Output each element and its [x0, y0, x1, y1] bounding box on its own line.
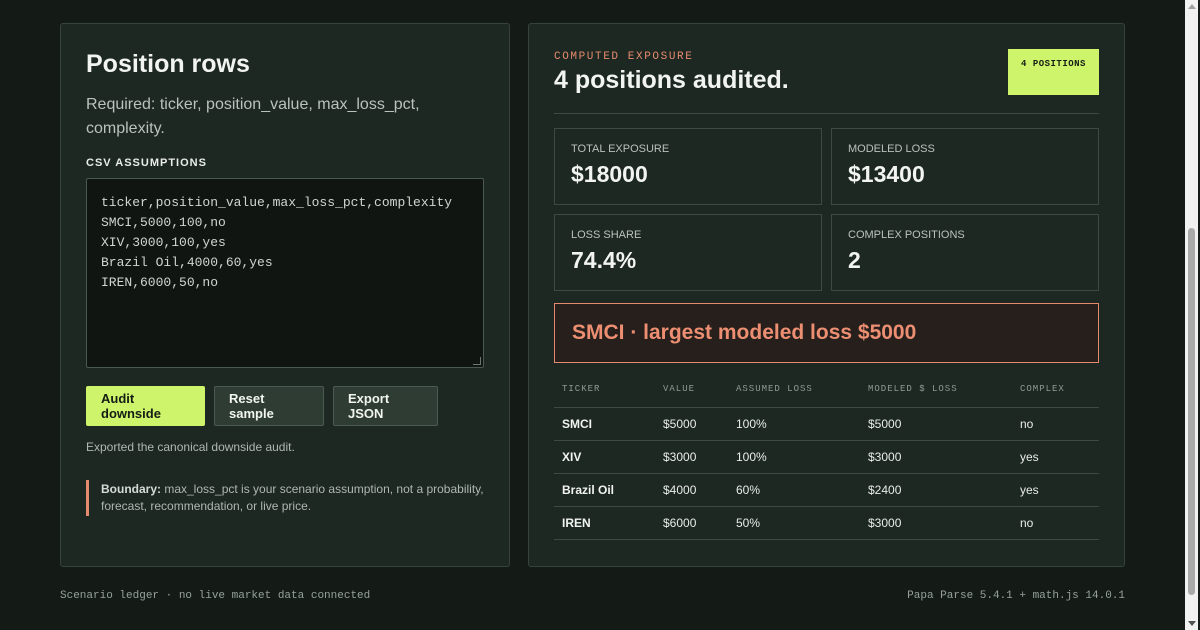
cell-modeled-loss: $2400 [860, 473, 1012, 507]
resize-handle-icon[interactable] [473, 357, 481, 365]
table-header-row: TICKER VALUE ASSUMED LOSS MODELED $ LOSS… [554, 381, 1099, 408]
boundary-note: Boundary: max_loss_pct is your scenario … [86, 480, 484, 516]
cell-modeled-loss: $3000 [860, 506, 1012, 540]
metric-label: LOSS SHARE [571, 229, 642, 241]
cell-modeled-loss: $5000 [860, 407, 1012, 441]
column-header: ASSUMED LOSS [728, 381, 860, 408]
positions-badge: 4 POSITIONS [1008, 49, 1099, 95]
metric-label: COMPLEX POSITIONS [848, 229, 965, 241]
metric-label: TOTAL EXPOSURE [571, 143, 670, 155]
cell-value: $6000 [655, 506, 728, 540]
column-header: TICKER [554, 381, 655, 408]
cell-assumed-loss: 50% [728, 506, 860, 540]
table-row: Brazil Oil $4000 60% $2400 yes [554, 473, 1099, 507]
metric-label: MODELED LOSS [848, 143, 935, 155]
column-header: MODELED $ LOSS [860, 381, 1012, 408]
table-row: SMCI $5000 100% $5000 no [554, 407, 1099, 441]
cell-value: $5000 [655, 407, 728, 441]
input-panel: Position rows Required: ticker, position… [60, 23, 510, 567]
cell-value: $3000 [655, 440, 728, 474]
footer-note: Scenario ledger · no live market data co… [60, 590, 371, 602]
divider [554, 113, 1099, 114]
cell-ticker: Brazil Oil [554, 473, 655, 507]
csv-textarea[interactable]: ticker,position_value,max_loss_pct,compl… [86, 178, 484, 368]
scroll-down-icon[interactable] [1188, 621, 1196, 626]
section-eyebrow: COMPUTED EXPOSURE [554, 51, 694, 63]
cell-modeled-loss: $3000 [860, 440, 1012, 474]
reset-sample-button[interactable]: Reset sample [214, 386, 324, 426]
metric-value: 2 [848, 247, 861, 273]
cell-ticker: SMCI [554, 407, 655, 441]
audit-downside-button[interactable]: Audit downside [86, 386, 205, 426]
boundary-label: Boundary: [101, 482, 161, 496]
action-buttons: Audit downside Reset sample Export JSON [86, 386, 484, 426]
scroll-up-icon[interactable] [1188, 4, 1196, 9]
results-title: 4 positions audited. [554, 66, 789, 94]
table-row: XIV $3000 100% $3000 yes [554, 440, 1099, 474]
cell-assumed-loss: 100% [728, 440, 860, 474]
panel-title: Position rows [86, 50, 250, 78]
column-header: VALUE [655, 381, 728, 408]
export-json-button[interactable]: Export JSON [333, 386, 438, 426]
metric-complex-positions: COMPLEX POSITIONS 2 [831, 214, 1099, 291]
status-message: Exported the canonical downside audit. [86, 440, 295, 454]
table-row: IREN $6000 50% $3000 no [554, 506, 1099, 540]
column-header: COMPLEX [1012, 381, 1099, 408]
cell-ticker: XIV [554, 440, 655, 474]
metric-total-exposure: TOTAL EXPOSURE $18000 [554, 128, 822, 205]
cell-assumed-loss: 60% [728, 473, 860, 507]
positions-table: TICKER VALUE ASSUMED LOSS MODELED $ LOSS… [554, 381, 1099, 540]
csv-text: ticker,position_value,max_loss_pct,compl… [101, 195, 453, 290]
required-columns-text: Required: ticker, position_value, max_lo… [86, 96, 420, 137]
metric-modeled-loss: MODELED LOSS $13400 [831, 128, 1099, 205]
csv-label: CSV ASSUMPTIONS [86, 157, 207, 169]
metric-loss-share: LOSS SHARE 74.4% [554, 214, 822, 291]
page-scrollbar[interactable] [1185, 0, 1198, 630]
cell-complex: yes [1012, 440, 1099, 474]
results-panel: COMPUTED EXPOSURE 4 positions audited. 4… [528, 23, 1125, 567]
boundary-text: max_loss_pct is your scenario assumption… [101, 482, 484, 513]
scrollbar-thumb[interactable] [1188, 228, 1195, 595]
cell-complex: yes [1012, 473, 1099, 507]
largest-loss-alert: SMCI · largest modeled loss $5000 [554, 303, 1099, 363]
metric-value: $13400 [848, 161, 925, 187]
footer-libraries: Papa Parse 5.4.1 + math.js 14.0.1 [907, 590, 1125, 602]
metric-value: 74.4% [571, 247, 637, 273]
cell-ticker: IREN [554, 506, 655, 540]
cell-assumed-loss: 100% [728, 407, 860, 441]
metrics-grid: TOTAL EXPOSURE $18000 MODELED LOSS $1340… [554, 128, 1099, 291]
cell-complex: no [1012, 407, 1099, 441]
metric-value: $18000 [571, 161, 648, 187]
cell-complex: no [1012, 506, 1099, 540]
cell-value: $4000 [655, 473, 728, 507]
